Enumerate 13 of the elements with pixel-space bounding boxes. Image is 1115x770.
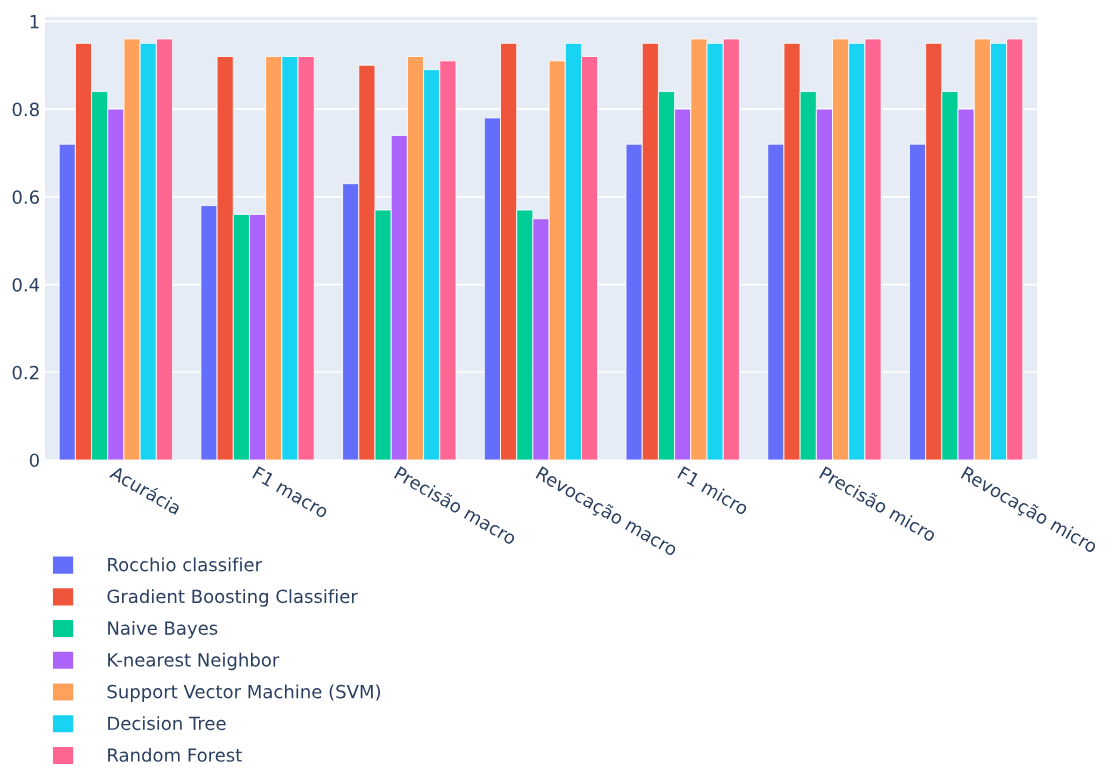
y-tick-label: 0.2	[12, 365, 39, 380]
legend-label: Decision Tree	[108, 716, 226, 731]
legend-label: Support Vector Machine (SVM)	[107, 684, 381, 702]
legend-label: Naive Bayes	[108, 620, 218, 639]
y-tick-label: 0.4	[12, 278, 40, 292]
legend-label: K-nearest Neighbor	[108, 652, 280, 671]
y-tick-label: 0.6	[12, 190, 39, 204]
legend-label: Gradient Boosting Classifier	[107, 589, 358, 607]
y-tick-label: 0	[29, 453, 39, 468]
legend-label: Random Forest	[108, 747, 242, 762]
y-tick-label: 1	[30, 15, 39, 29]
legend-label: Rocchio classifier	[108, 557, 263, 572]
y-tick-label: 0.8	[12, 102, 39, 117]
